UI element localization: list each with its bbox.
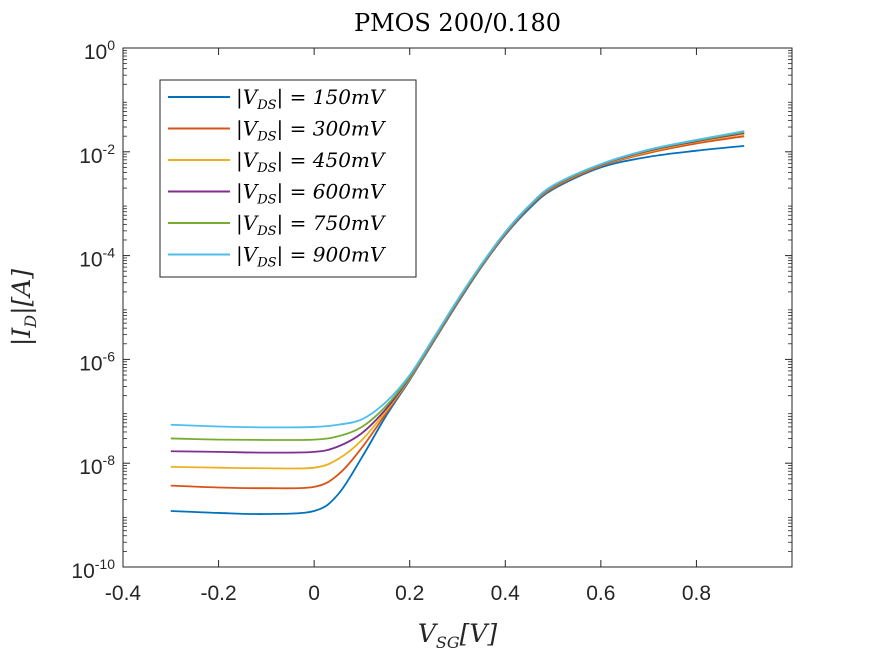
y-tick-label: 100	[84, 37, 115, 64]
x-tick-label: 0	[308, 582, 320, 605]
series-lines	[170, 130, 745, 515]
x-tick-label: -0.4	[105, 582, 142, 605]
legend: |VDS| = 150mV |VDS| = 300mV |VDS| = 450mV |…	[159, 79, 417, 278]
chart-title: PMOS 200/0.180	[354, 9, 561, 37]
x-tick-label: 0.4	[491, 582, 521, 605]
x-tick-label: 0.8	[682, 582, 711, 605]
x-tick-label: 0.2	[395, 582, 424, 605]
x-tick-label: -0.2	[200, 582, 236, 605]
legend-label-4: |VDS| = 600mV	[236, 180, 387, 208]
series-line-6	[170, 130, 745, 429]
y-tick-label: 10-8	[79, 452, 115, 479]
legend-label-2: |VDS| = 300mV	[236, 117, 387, 145]
legend-label-1: |VDS| = 150mV	[236, 85, 387, 113]
y-axis-ticks: 100 10-2 10-4 10-6 10-8 10-10	[71, 37, 792, 583]
legend-label-3: |VDS| = 450mV	[236, 148, 387, 176]
y-tick-label: 10-4	[79, 245, 115, 272]
y-tick-label: 10-2	[79, 141, 115, 168]
y-axis-label: |ID|[A]	[7, 269, 40, 346]
axis-labels: VSG[V] |ID|[A]	[7, 269, 497, 652]
x-axis-ticks: -0.4 -0.2 0 0.2 0.4 0.6 0.8	[105, 48, 711, 605]
legend-box	[159, 79, 417, 278]
y-tick-label: 10-6	[79, 348, 115, 375]
y-tick-label: 10-10	[71, 556, 115, 583]
legend-label-5: |VDS| = 750mV	[236, 211, 387, 239]
x-axis-label: VSG[V]	[418, 619, 498, 652]
legend-label-6: |VDS| = 900mV	[236, 243, 387, 271]
x-tick-label: 0.6	[586, 582, 615, 605]
